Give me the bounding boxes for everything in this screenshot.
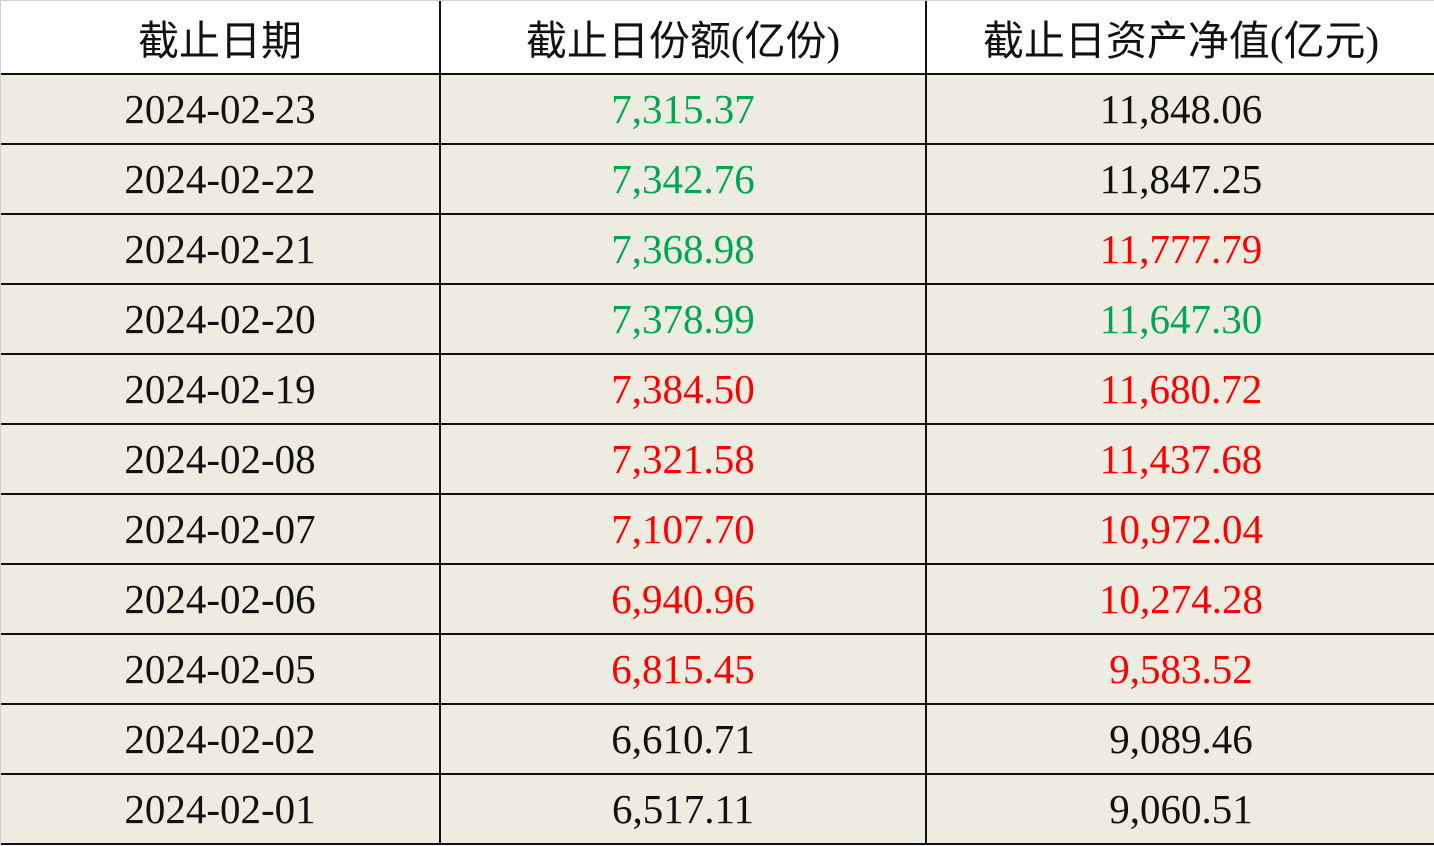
header-cell: 截止日份额(亿份) [441,1,927,75]
date-cell: 2024-02-02 [1,705,441,775]
date-cell: 2024-02-06 [1,565,441,635]
nav-cell: 11,437.68 [927,425,1434,495]
nav-cell: 10,972.04 [927,495,1434,565]
nav-cell: 11,777.79 [927,215,1434,285]
nav-cell: 9,089.46 [927,705,1434,775]
nav-cell: 10,274.28 [927,565,1434,635]
nav-cell: 11,848.06 [927,75,1434,145]
date-cell: 2024-02-05 [1,635,441,705]
shares-cell: 7,107.70 [441,495,927,565]
shares-cell: 7,342.76 [441,145,927,215]
date-cell: 2024-02-08 [1,425,441,495]
header-cell: 截止日资产净值(亿元) [927,1,1434,75]
shares-cell: 7,378.99 [441,285,927,355]
shares-cell: 6,940.96 [441,565,927,635]
header-cell: 截止日期 [1,1,441,75]
date-cell: 2024-02-19 [1,355,441,425]
shares-cell: 6,610.71 [441,705,927,775]
shares-cell: 6,517.11 [441,775,927,845]
shares-cell: 7,384.50 [441,355,927,425]
date-cell: 2024-02-23 [1,75,441,145]
date-cell: 2024-02-20 [1,285,441,355]
date-cell: 2024-02-07 [1,495,441,565]
nav-cell: 11,647.30 [927,285,1434,355]
date-cell: 2024-02-01 [1,775,441,845]
nav-cell: 11,680.72 [927,355,1434,425]
nav-cell: 9,583.52 [927,635,1434,705]
shares-cell: 7,315.37 [441,75,927,145]
shares-cell: 7,321.58 [441,425,927,495]
nav-cell: 11,847.25 [927,145,1434,215]
shares-cell: 6,815.45 [441,635,927,705]
date-cell: 2024-02-22 [1,145,441,215]
shares-cell: 7,368.98 [441,215,927,285]
date-cell: 2024-02-21 [1,215,441,285]
nav-cell: 9,060.51 [927,775,1434,845]
